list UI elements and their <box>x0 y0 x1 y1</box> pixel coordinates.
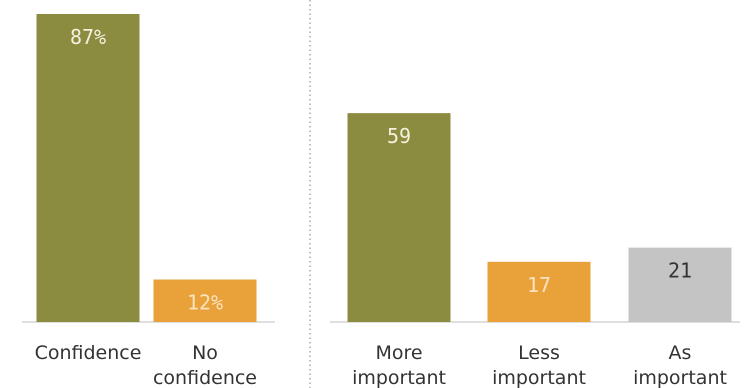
category-label: important <box>633 367 727 388</box>
bar <box>487 261 591 322</box>
data-label: 12% <box>187 291 223 315</box>
category-label: important <box>352 367 446 388</box>
bar <box>36 14 140 322</box>
data-label: 59 <box>387 124 411 148</box>
bar <box>628 247 732 322</box>
data-label: 87% <box>70 25 106 49</box>
category-label: No <box>192 342 218 364</box>
data-label: 17 <box>527 273 551 297</box>
data-label: 21 <box>668 259 692 283</box>
category-label: confidence <box>153 367 257 388</box>
category-label: As <box>669 342 692 364</box>
category-label: important <box>492 367 586 388</box>
bar <box>347 113 451 322</box>
category-label: Confidence <box>35 342 142 364</box>
category-label: More <box>375 342 422 364</box>
category-label: Less <box>518 342 560 364</box>
bar <box>153 279 257 322</box>
